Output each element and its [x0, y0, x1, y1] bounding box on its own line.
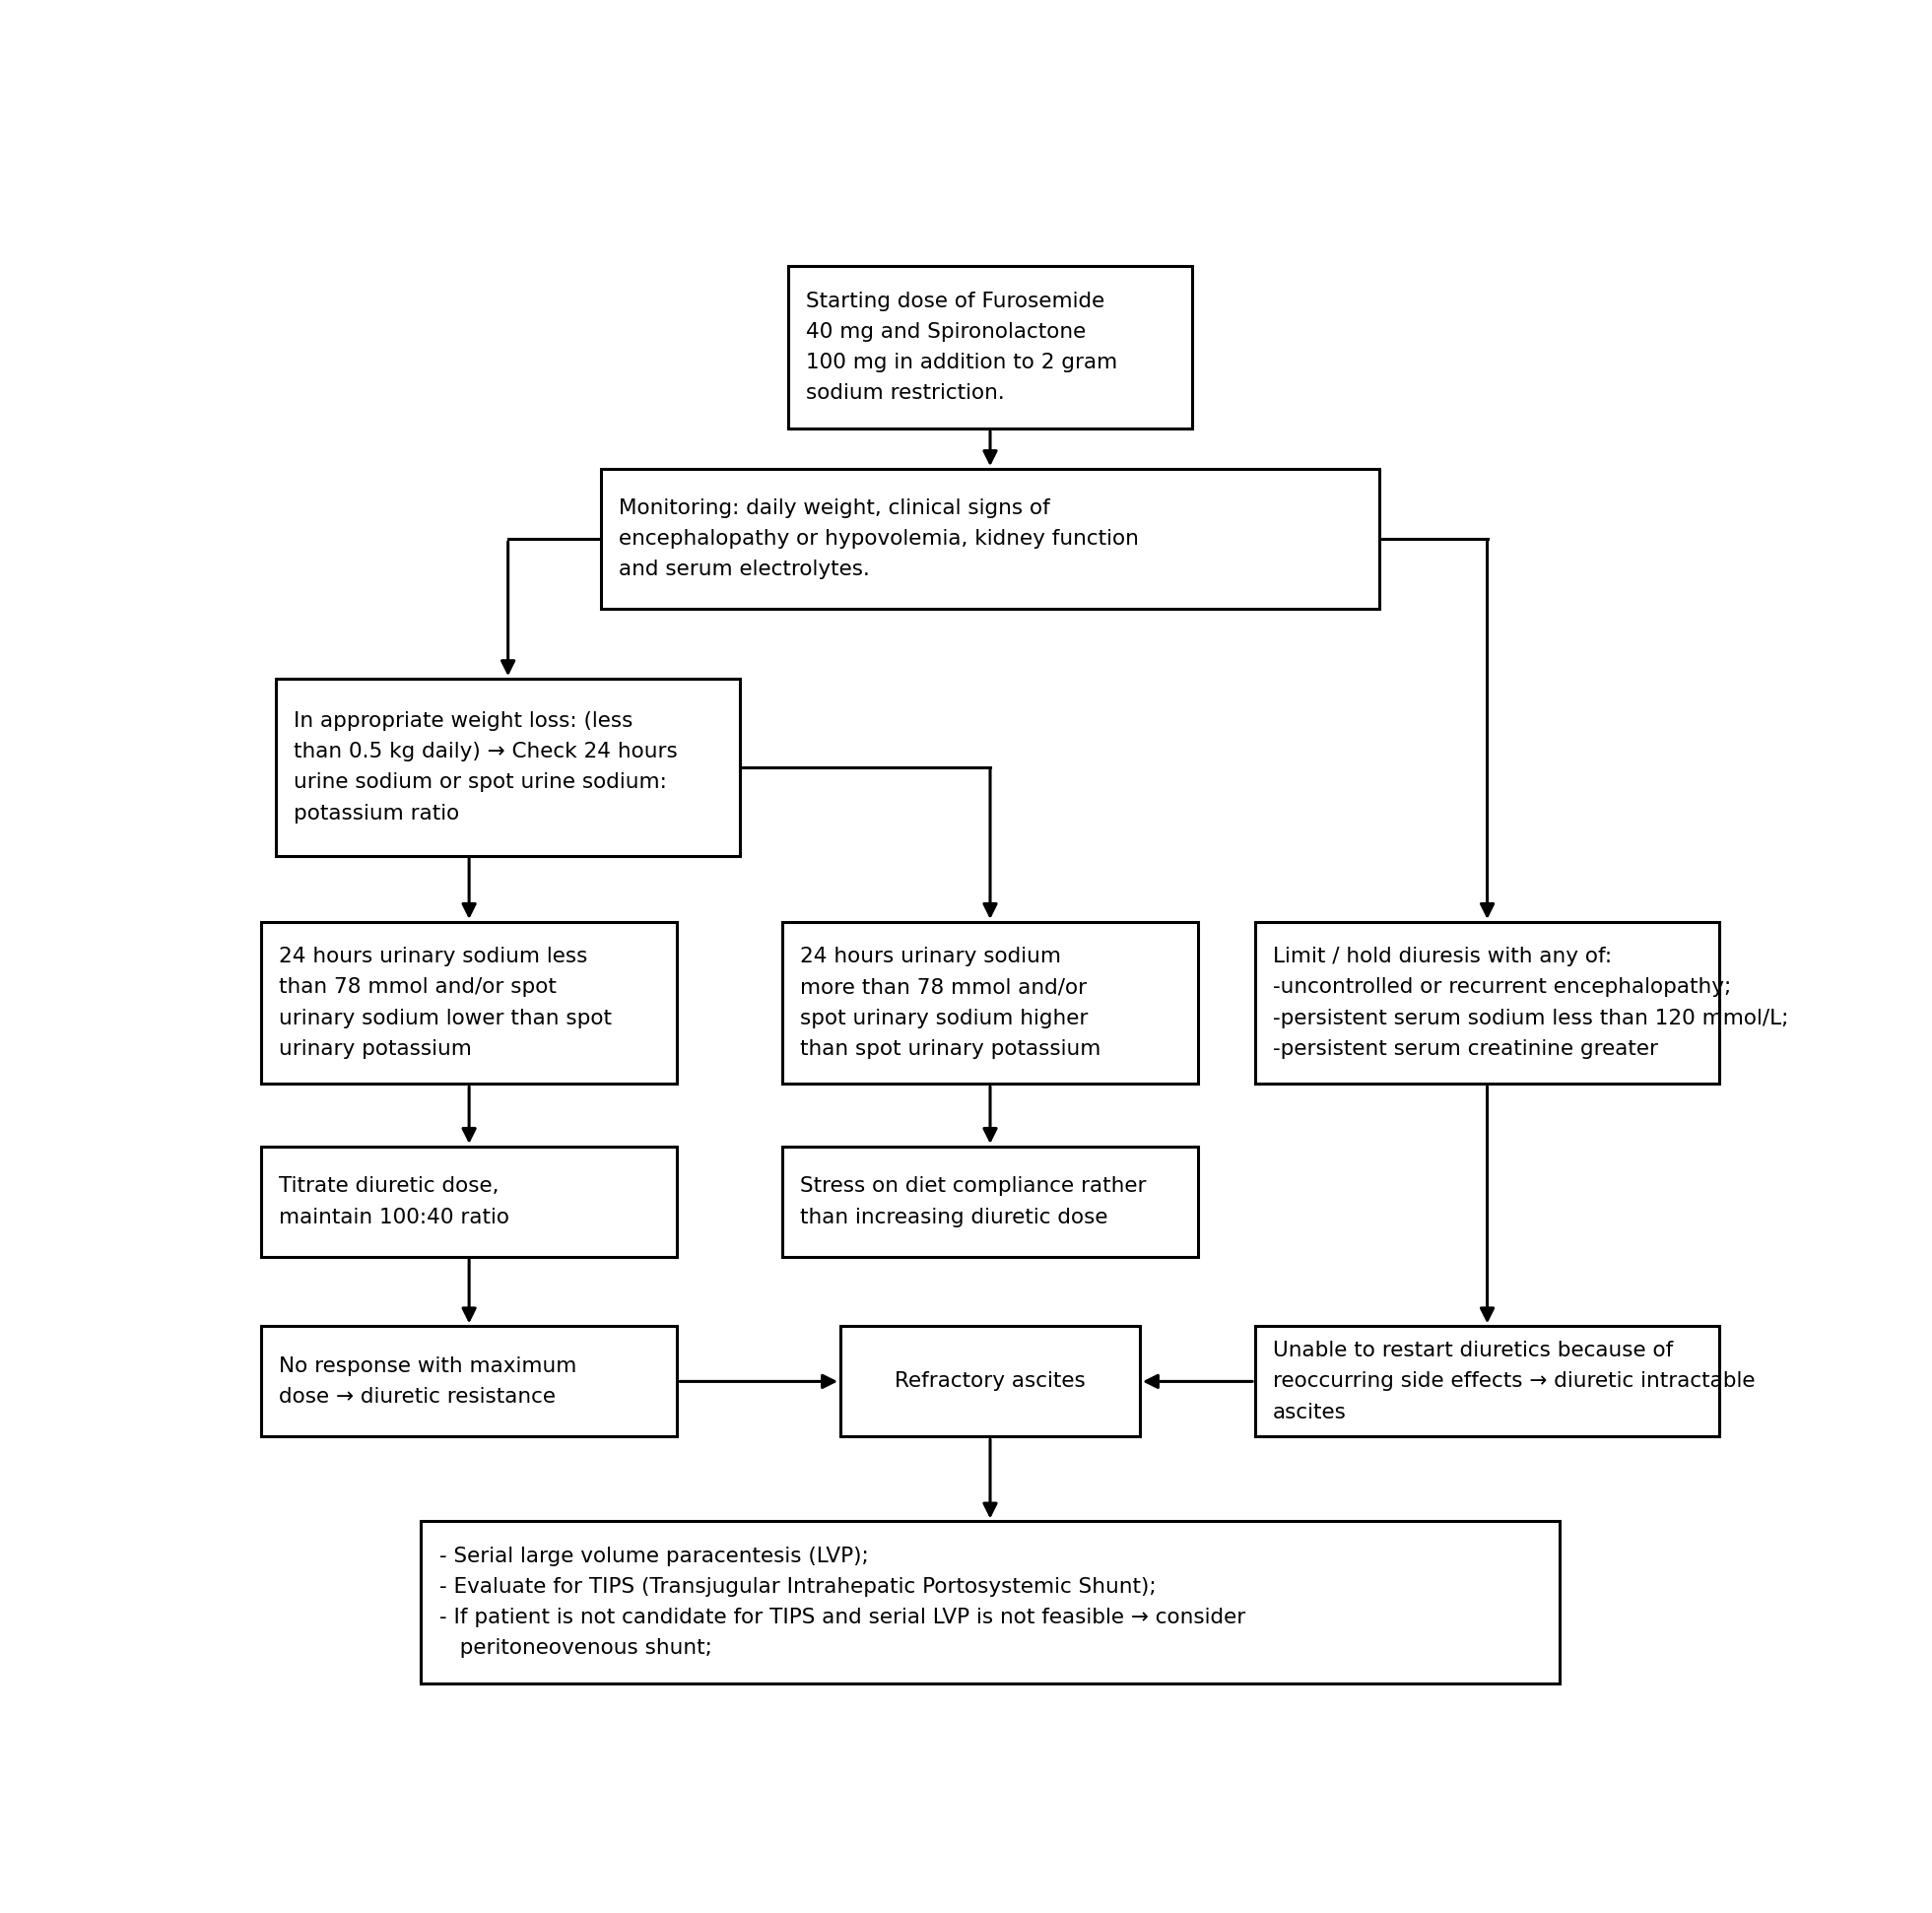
Text: Unable to restart diuretics because of
reoccurring side effects → diuretic intra: Unable to restart diuretics because of r…	[1273, 1341, 1756, 1421]
FancyBboxPatch shape	[1256, 1326, 1719, 1437]
FancyBboxPatch shape	[782, 1146, 1198, 1257]
Text: 24 hours urinary sodium
more than 78 mmol and/or
spot urinary sodium higher
than: 24 hours urinary sodium more than 78 mmo…	[800, 947, 1101, 1058]
Text: Stress on diet compliance rather
than increasing diuretic dose: Stress on diet compliance rather than in…	[800, 1176, 1146, 1226]
Text: In appropriate weight loss: (less
than 0.5 kg daily) → Check 24 hours
urine sodi: In appropriate weight loss: (less than 0…	[294, 712, 678, 823]
FancyBboxPatch shape	[276, 679, 740, 855]
Text: - Serial large volume paracentesis (LVP);
- Evaluate for TIPS (Transjugular Intr: - Serial large volume paracentesis (LVP)…	[439, 1546, 1246, 1659]
FancyBboxPatch shape	[782, 922, 1198, 1085]
FancyBboxPatch shape	[261, 922, 678, 1085]
FancyBboxPatch shape	[421, 1521, 1559, 1683]
Text: Refractory ascites: Refractory ascites	[895, 1372, 1086, 1391]
Text: 24 hours urinary sodium less
than 78 mmol and/or spot
urinary sodium lower than : 24 hours urinary sodium less than 78 mmo…	[278, 947, 612, 1058]
Text: No response with maximum
dose → diuretic resistance: No response with maximum dose → diuretic…	[278, 1356, 578, 1406]
FancyBboxPatch shape	[840, 1326, 1140, 1437]
FancyBboxPatch shape	[1256, 922, 1719, 1085]
Text: Starting dose of Furosemide
40 mg and Spironolactone
100 mg in addition to 2 gra: Starting dose of Furosemide 40 mg and Sp…	[806, 291, 1117, 404]
Text: Monitoring: daily weight, clinical signs of
encephalopathy or hypovolemia, kidne: Monitoring: daily weight, clinical signs…	[618, 497, 1138, 580]
FancyBboxPatch shape	[261, 1326, 678, 1437]
FancyBboxPatch shape	[261, 1146, 678, 1257]
Text: Limit / hold diuresis with any of:
-uncontrolled or recurrent encephalopathy;
-p: Limit / hold diuresis with any of: -unco…	[1273, 947, 1789, 1058]
FancyBboxPatch shape	[788, 266, 1192, 429]
FancyBboxPatch shape	[601, 469, 1379, 608]
Text: Titrate diuretic dose,
maintain 100:40 ratio: Titrate diuretic dose, maintain 100:40 r…	[278, 1176, 510, 1226]
